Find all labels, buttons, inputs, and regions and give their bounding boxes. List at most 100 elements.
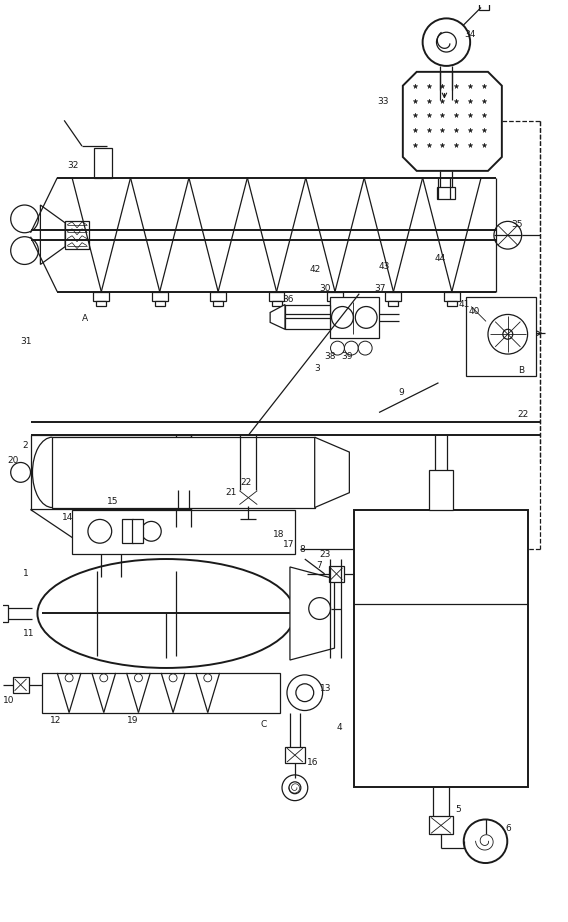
Circle shape [88,519,112,543]
Polygon shape [403,72,502,171]
Text: 34: 34 [464,30,475,39]
Bar [12,677,28,692]
Text: 19: 19 [127,716,138,725]
Bar [239,490,258,505]
Bar [329,297,379,338]
Bar [429,817,453,834]
Text: 41: 41 [458,300,470,309]
Circle shape [436,32,456,52]
Bar [152,291,168,301]
Text: 22: 22 [240,479,252,488]
Bar [447,301,457,305]
Circle shape [11,205,39,232]
Text: 44: 44 [435,254,446,263]
Text: 2: 2 [23,441,28,450]
Bar [437,187,456,198]
Text: 21: 21 [225,488,237,497]
Text: 15: 15 [107,497,118,506]
Circle shape [463,820,507,863]
Polygon shape [290,567,335,660]
Bar [444,291,460,301]
Bar [0,605,8,622]
Polygon shape [31,510,191,554]
Bar [354,510,528,786]
Bar [330,301,340,305]
Circle shape [358,341,372,355]
Circle shape [503,329,513,339]
Ellipse shape [37,559,295,668]
Circle shape [141,522,161,541]
Circle shape [488,314,528,354]
Text: 32: 32 [67,161,78,171]
Bar [328,566,344,582]
Text: 30: 30 [320,284,331,293]
Circle shape [332,306,353,328]
Circle shape [423,18,470,65]
Text: 7: 7 [317,561,323,571]
Circle shape [356,306,377,328]
Text: 20: 20 [8,456,19,465]
Bar [72,510,295,554]
Circle shape [169,674,177,681]
Text: 39: 39 [341,351,353,361]
Text: B: B [517,366,524,375]
Text: 38: 38 [324,351,336,361]
Bar [285,747,305,763]
Bar [43,673,280,713]
Circle shape [309,597,331,620]
Bar [213,301,223,305]
Text: 12: 12 [51,716,62,725]
Text: 13: 13 [320,684,331,693]
Text: 42: 42 [310,266,321,275]
Polygon shape [270,304,285,329]
Circle shape [289,782,301,794]
Bar [386,291,402,301]
Text: 17: 17 [283,539,295,549]
Bar [122,519,133,543]
Text: 40: 40 [468,307,479,316]
Text: 16: 16 [307,758,318,766]
Text: 37: 37 [374,284,386,293]
Text: 4: 4 [336,723,342,732]
Text: 9: 9 [399,388,404,397]
Bar [93,291,109,301]
Circle shape [65,674,73,681]
Bar [479,3,489,10]
Bar [285,304,329,329]
Circle shape [204,674,212,681]
Text: 10: 10 [3,696,14,705]
Circle shape [11,237,39,265]
Text: 5: 5 [455,805,461,814]
Circle shape [287,675,323,711]
Text: 14: 14 [62,513,74,522]
Text: 18: 18 [273,530,285,538]
Text: 36: 36 [282,295,294,304]
Bar [210,291,226,301]
Circle shape [344,341,358,355]
Circle shape [11,463,31,482]
Text: 35: 35 [512,219,523,229]
Bar [438,89,454,100]
Polygon shape [315,437,349,507]
Bar [94,148,112,178]
Bar [389,301,398,305]
Text: 1: 1 [23,570,28,578]
Circle shape [331,341,344,355]
Circle shape [494,221,521,249]
Circle shape [282,774,308,800]
Text: 31: 31 [20,337,32,346]
Text: A: A [82,313,88,323]
Text: C: C [260,720,266,729]
Bar [132,519,143,543]
Bar [97,301,106,305]
Text: 11: 11 [23,629,34,638]
Bar [65,221,89,249]
Bar [327,291,343,301]
Text: 43: 43 [379,263,390,271]
Text: 8: 8 [300,545,306,553]
Circle shape [296,684,314,702]
Bar [154,301,165,305]
Bar [31,435,191,510]
Polygon shape [40,205,65,265]
Text: 22: 22 [517,410,529,419]
